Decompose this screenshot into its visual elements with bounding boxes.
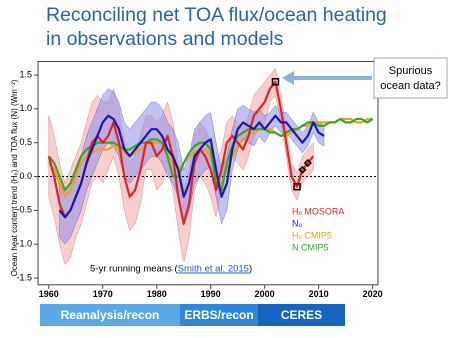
legend-entry: Hₒ CMIP5 [292,230,332,240]
annotation-text: 5-yr running means ( [90,263,178,274]
chart: -1.5 -1.0 -0.5 0.0 0.5 1.0 1.5 1960 1970 1980 1990… [10,57,448,299]
series-line [58,114,325,219]
x-tick-label: 2000 [255,289,275,299]
y-tick-label: -1.5 [16,272,32,282]
y-tick-label: 0.5 [19,137,32,147]
y-tick-label: -1.0 [16,239,32,249]
annotation-bg [86,261,338,275]
annotation: 5-yr running means (Smith et al. 2015) [90,263,252,274]
marker [303,158,312,168]
y-tick-label: 1.0 [19,103,32,113]
callout-box [373,57,448,99]
legend-entry: Hₒ MOSORA [292,206,344,216]
axes: -1.5 -1.0 -0.5 0.0 0.5 1.0 1.5 1960 1970 1980 1990… [16,69,382,299]
legend-entry: Nₒ [292,218,302,228]
legend-entry: N CMIP5 [292,242,329,252]
title-line: Reconciling net TOA flux/ocean heating [46,4,387,26]
title-line: in observations and models [46,28,284,50]
y-tick-label: -0.5 [16,205,32,215]
callout-text: ocean data? [380,80,441,92]
lines: Hₒ MOSORA Nₒ Hₒ CMIP5 N CMIP5 [47,78,374,252]
title: Reconciling net TOA flux/ocean heating i… [46,3,387,51]
period: ERBS/recon [180,304,258,326]
x-tick-label: 1960 [39,289,59,299]
y-tick-label: 1.5 [19,69,32,79]
series-line [47,80,315,225]
y-axis-label: Ocean heat content trend (Hₒ) and TOA fl… [10,79,19,276]
x-tick-label: 1990 [201,289,221,299]
callout-text: Spurious [389,65,433,77]
marker [298,165,307,174]
x-tick-label: 2010 [309,289,329,299]
period: Reanalysis/recon [40,304,180,326]
period: CERES [258,304,345,326]
annotation-link[interactable]: Smith et al. 2015 [178,263,249,274]
x-tick-label: 1970 [93,289,113,299]
y-tick-label: 0.0 [19,171,32,181]
marker [271,78,280,86]
marker [293,182,301,191]
x-tick-label: 1980 [147,289,167,299]
annotation-text: ) [249,263,252,274]
callout-arrowhead [282,71,294,85]
period-bar: Reanalysis/recon ERBS/recon CERES [40,304,345,326]
x-tick-label: 2020 [363,289,383,299]
